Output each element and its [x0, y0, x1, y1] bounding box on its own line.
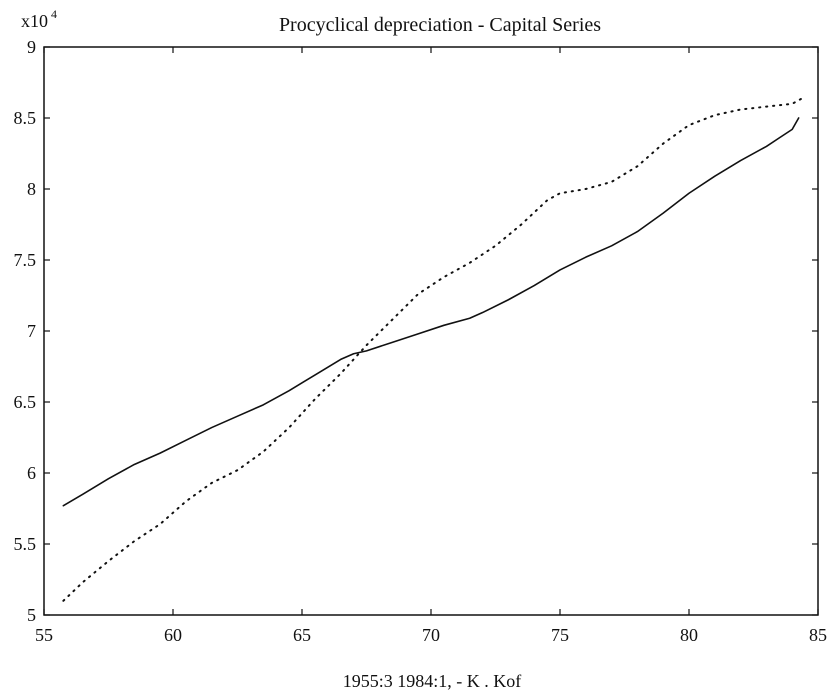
y-tick-label: 9 — [27, 37, 36, 57]
x-tick-label: 75 — [551, 625, 569, 645]
y-tick-label: 6.5 — [14, 392, 37, 412]
x-tick-label: 65 — [293, 625, 311, 645]
chart-caption: 1955:3 1984:1, - K . Kof — [343, 671, 522, 691]
y-axis: 5 5.5 6 6.5 7 7.5 8 8.5 9 — [14, 37, 818, 625]
y-tick-label: 5 — [27, 605, 36, 625]
x-tick-label: 85 — [809, 625, 827, 645]
plot-frame — [43, 46, 819, 616]
y-axis-multiplier-label: x10 — [21, 11, 48, 31]
x-tick-label: 70 — [422, 625, 440, 645]
y-tick-label: 8 — [27, 179, 36, 199]
series-line-k — [62, 117, 800, 507]
x-axis: 55 60 65 70 75 80 85 — [35, 47, 827, 645]
series-line-kof — [62, 95, 807, 602]
y-tick-label: 6 — [27, 463, 36, 483]
y-tick-label: 8.5 — [14, 108, 37, 128]
plot-area — [43, 46, 819, 616]
x-tick-label: 60 — [164, 625, 182, 645]
x-tick-label: 80 — [680, 625, 698, 645]
chart-title: Procyclical depreciation - Capital Serie… — [279, 14, 601, 36]
y-tick-label: 7 — [27, 321, 36, 341]
x-tick-label: 55 — [35, 625, 53, 645]
y-axis-multiplier-exponent: 4 — [51, 7, 57, 21]
series-layer — [62, 95, 807, 602]
y-tick-label: 5.5 — [14, 534, 37, 554]
y-tick-label: 7.5 — [14, 250, 37, 270]
